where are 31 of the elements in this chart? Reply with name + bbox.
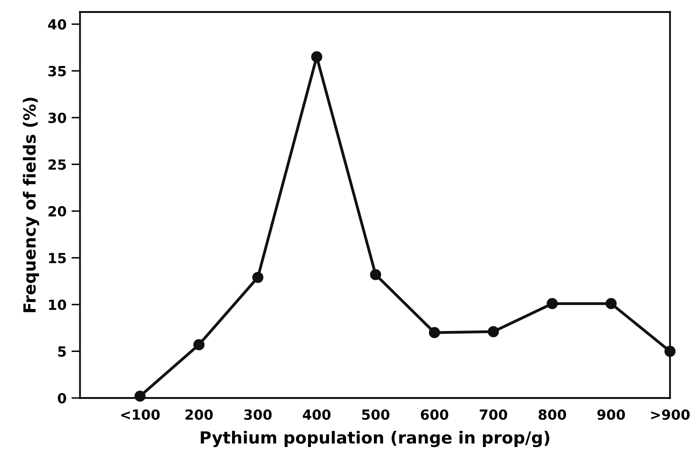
point [193, 339, 204, 350]
point [311, 51, 322, 62]
x-tick-label: <100 [121, 409, 160, 420]
point [664, 346, 676, 357]
x-tick-label: 300 [244, 409, 272, 420]
point [370, 269, 382, 280]
point [428, 327, 440, 338]
point [488, 326, 499, 338]
y-axis-title: Frequency of fields (%) [22, 98, 40, 312]
x-tick-label: 200 [186, 409, 213, 420]
y-tick-label: 40 [48, 19, 66, 30]
x-tick-label: 800 [538, 409, 566, 420]
x-tick-label: 500 [362, 409, 390, 420]
y-tick-label: 30 [48, 112, 66, 124]
y-tick-label: 10 [49, 300, 66, 310]
point [134, 390, 146, 402]
x-tick-label: 400 [302, 409, 331, 420]
y-tick-label: 15 [49, 252, 66, 264]
x-tick-label: 700 [480, 409, 508, 420]
y-tick-label: 35 [48, 66, 66, 76]
point [252, 272, 264, 283]
x-tick-label: >900 [651, 409, 690, 420]
y-tick-label: 0 [58, 392, 66, 404]
point [606, 298, 617, 310]
y-tick-label: 20 [48, 206, 66, 217]
x-axis-title: Pythium population (range in prop/g) [200, 430, 550, 448]
y-tick-label: 25 [48, 159, 66, 170]
x-tick-label: 900 [597, 409, 625, 420]
y-tick-label: 5 [58, 346, 66, 357]
point [546, 298, 558, 310]
x-tick-label: 600 [420, 409, 448, 420]
